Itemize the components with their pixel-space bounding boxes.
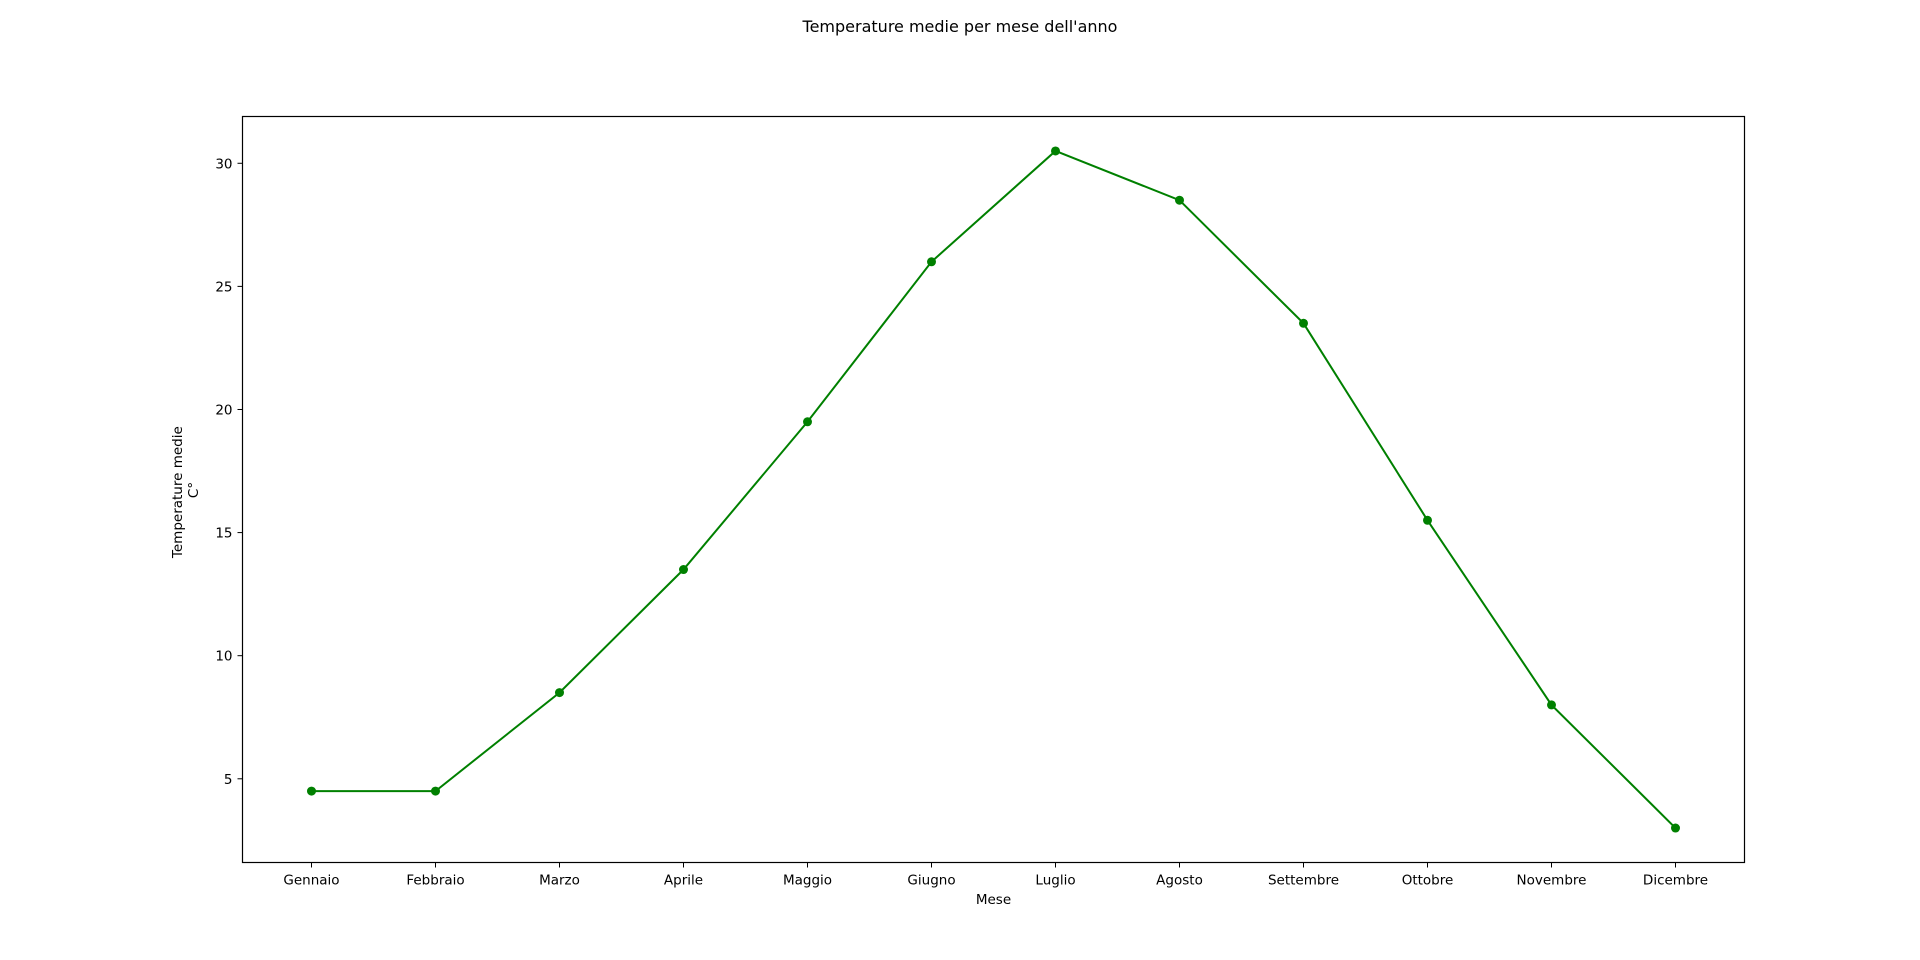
x-tick-label: Febbraio bbox=[406, 873, 464, 889]
series-line bbox=[311, 149, 1677, 829]
data-point bbox=[1547, 700, 1556, 710]
y-tick-label: 25 bbox=[215, 279, 232, 295]
data-point bbox=[1671, 823, 1680, 833]
y-axis-label-line-2: C° bbox=[186, 482, 202, 498]
data-point bbox=[1051, 146, 1060, 156]
x-tick-label: Aprile bbox=[664, 873, 703, 889]
data-point bbox=[803, 417, 812, 427]
data-point bbox=[431, 786, 440, 796]
x-tick-label: Gennaio bbox=[283, 873, 339, 889]
y-tick-label: 5 bbox=[224, 772, 233, 788]
x-tick-label: Ottobre bbox=[1402, 873, 1454, 889]
x-tick-label: Giugno bbox=[907, 873, 955, 889]
x-tick-label: Settembre bbox=[1268, 873, 1339, 889]
x-tick-label: Novembre bbox=[1517, 873, 1587, 889]
y-tick-label: 20 bbox=[215, 402, 232, 418]
data-point bbox=[307, 786, 316, 796]
y-axis: 5 10 15 20 25 30 bbox=[215, 156, 243, 788]
data-point bbox=[679, 565, 688, 575]
data-point bbox=[927, 257, 936, 267]
x-tick-label: Agosto bbox=[1156, 873, 1203, 889]
x-axis: Gennaio Febbraio Marzo Aprile Maggio Giugno Lu… bbox=[283, 862, 1708, 889]
y-tick-label: 30 bbox=[215, 156, 232, 172]
x-axis-label: Mese bbox=[976, 892, 1011, 908]
data-point bbox=[1299, 318, 1308, 328]
series-points bbox=[307, 146, 1680, 833]
y-tick-label: 15 bbox=[215, 526, 232, 542]
data-point bbox=[1423, 515, 1432, 525]
x-tick-label: Dicembre bbox=[1643, 873, 1708, 889]
y-axis-label-line-1: Temperature medie bbox=[170, 426, 186, 559]
y-tick-label: 10 bbox=[215, 649, 232, 665]
x-tick-label: Luglio bbox=[1035, 873, 1075, 889]
data-point bbox=[555, 688, 564, 698]
x-tick-label: Maggio bbox=[783, 873, 832, 889]
plot-area-frame bbox=[241, 115, 1746, 864]
y-axis-label: Temperature medie C° bbox=[170, 422, 202, 559]
chart-title: Temperature medie per mese dell'anno bbox=[802, 17, 1118, 36]
x-tick-label: Marzo bbox=[539, 873, 580, 889]
data-point bbox=[1175, 195, 1184, 205]
